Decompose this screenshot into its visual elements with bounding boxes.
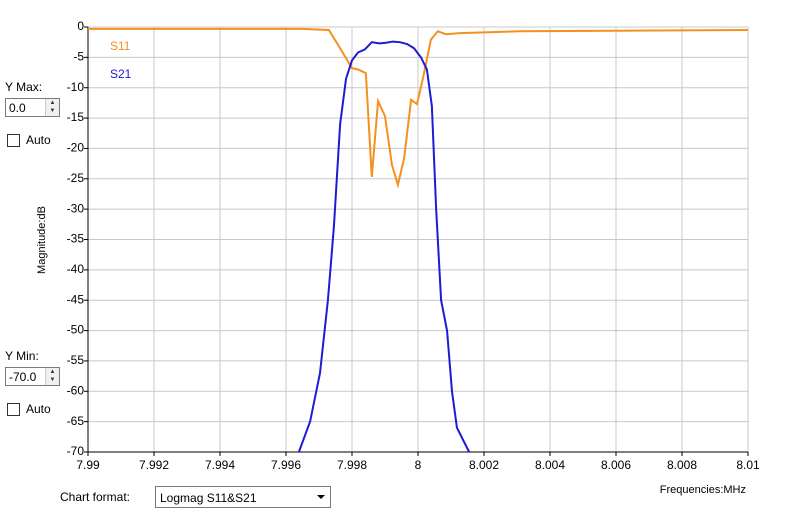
spin-arrows[interactable]: ▲ ▼ xyxy=(45,99,59,116)
y-axis-label: Magnitude:dB xyxy=(36,206,48,274)
x-tick-label: 7.996 xyxy=(271,458,301,472)
y-tick-label: -10 xyxy=(67,80,85,94)
x-tick-label: 7.998 xyxy=(337,458,367,472)
spin-arrows[interactable]: ▲ ▼ xyxy=(45,368,59,385)
ymin-label: Y Min: xyxy=(5,349,39,363)
y-tick-label: -35 xyxy=(67,232,85,246)
x-tick-label: 7.992 xyxy=(139,458,169,472)
series-line xyxy=(88,27,749,189)
ymin-auto-checkbox[interactable]: Auto xyxy=(7,402,51,416)
dropdown-arrow xyxy=(317,495,325,499)
y-tick-label: -70 xyxy=(67,444,85,458)
legend-entry: S11 xyxy=(110,39,131,53)
y-tick-label: 0 xyxy=(77,19,84,33)
x-tick-label: 7.99 xyxy=(76,458,100,472)
ymin-value: -70.0 xyxy=(9,370,37,384)
ymin-spinbox[interactable]: -70.0 ▲ ▼ xyxy=(5,367,60,386)
y-tick-label: -30 xyxy=(67,201,85,215)
x-tick-label: 8.008 xyxy=(667,458,697,472)
format-label: Chart format: xyxy=(60,490,131,504)
y-tick-label: -15 xyxy=(67,110,85,124)
ymax-auto-label: Auto xyxy=(26,133,51,147)
ymax-value: 0.0 xyxy=(9,101,26,115)
y-tick-label: -65 xyxy=(67,414,85,428)
y-tick-label: -40 xyxy=(67,262,85,276)
ymax-auto-checkbox[interactable]: Auto xyxy=(7,133,51,147)
format-value: Logmag S11&S21 xyxy=(160,491,257,505)
y-tick-label: -55 xyxy=(67,353,85,367)
ymax-label: Y Max: xyxy=(5,80,43,94)
format-dropdown[interactable]: Logmag S11&S21 xyxy=(155,486,331,508)
x-tick-label: 8.002 xyxy=(469,458,499,472)
y-tick-label: -25 xyxy=(67,171,85,185)
ymin-auto-label: Auto xyxy=(26,402,51,416)
x-tick-label: 7.994 xyxy=(205,458,235,472)
y-tick-label: -20 xyxy=(67,141,85,155)
x-tick-label: 8.006 xyxy=(601,458,631,472)
y-tick-label: -5 xyxy=(73,50,84,64)
y-tick-label: -60 xyxy=(67,383,85,397)
x-tick-label: 8 xyxy=(415,458,422,472)
legend-entry: S21 xyxy=(110,67,132,81)
checkbox-box xyxy=(7,402,20,416)
checkbox-box xyxy=(7,133,20,147)
x-tick-label: 8.004 xyxy=(535,458,565,472)
series-line xyxy=(297,40,471,453)
y-tick-label: -45 xyxy=(67,292,85,306)
y-tick-label: -50 xyxy=(67,323,85,337)
x-axis-label: Frequencies:MHz xyxy=(660,484,746,496)
x-tick-label: 8.01 xyxy=(736,458,760,472)
ymax-spinbox[interactable]: 0.0 ▲ ▼ xyxy=(5,98,60,117)
